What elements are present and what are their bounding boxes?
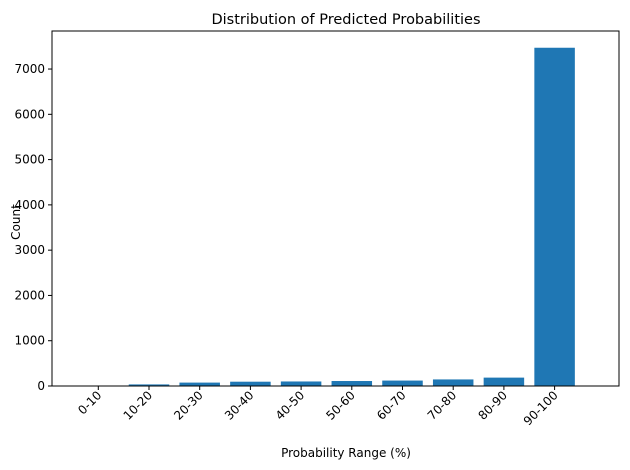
- y-tick-label: 3000: [14, 243, 45, 257]
- bar-60-70: [382, 380, 423, 386]
- bar-40-50: [280, 381, 322, 386]
- bar-10-20: [128, 384, 170, 386]
- y-tick-label: 2000: [14, 288, 45, 302]
- x-axis-label: Probability Range (%): [281, 446, 411, 460]
- y-tick-label: 7000: [14, 62, 45, 76]
- bar-30-40: [230, 381, 271, 386]
- y-tick-label: 1000: [14, 334, 45, 348]
- bar-50-60: [331, 381, 373, 386]
- chart-title: Distribution of Predicted Probabilities: [211, 12, 480, 28]
- bar-70-80: [432, 379, 474, 386]
- y-tick-label: 6000: [14, 107, 45, 121]
- bar-20-30: [179, 382, 220, 386]
- bar-80-90: [483, 377, 525, 386]
- y-tick-label: 4000: [14, 198, 45, 212]
- y-axis-label: Count: [9, 204, 23, 240]
- bar-90-100: [534, 47, 575, 386]
- y-tick-label: 0: [37, 379, 45, 393]
- plot-frame: [51, 30, 620, 387]
- y-tick-label: 5000: [14, 153, 45, 167]
- y-axis-ticks: 0 1000 2000 3000 4000 5000 6000 7000: [14, 62, 52, 393]
- bars: [78, 47, 575, 386]
